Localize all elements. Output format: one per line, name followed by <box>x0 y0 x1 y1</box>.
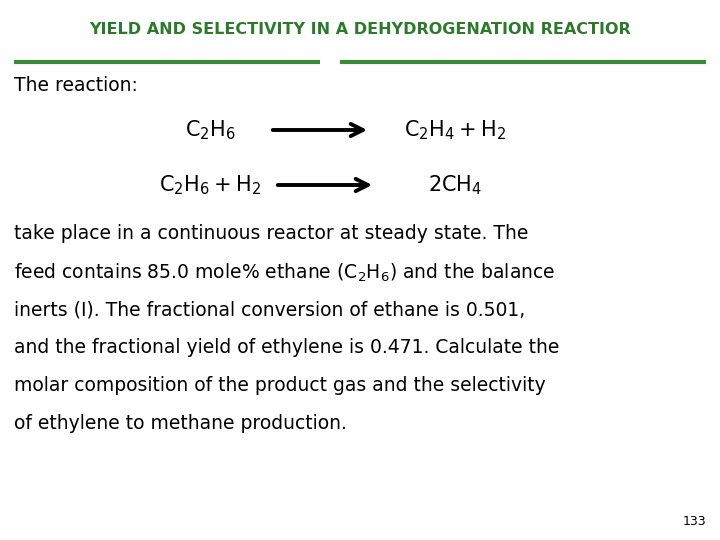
Text: molar composition of the product gas and the selectivity: molar composition of the product gas and… <box>14 376 546 395</box>
Text: $\mathsf{C_2H_4 + H_2}$: $\mathsf{C_2H_4 + H_2}$ <box>404 118 506 142</box>
Text: 133: 133 <box>683 515 706 528</box>
Text: inerts (I). The fractional conversion of ethane is 0.501,: inerts (I). The fractional conversion of… <box>14 300 526 319</box>
Text: take place in a continuous reactor at steady state. The: take place in a continuous reactor at st… <box>14 224 528 243</box>
Text: of ethylene to methane production.: of ethylene to methane production. <box>14 414 347 433</box>
Text: and the fractional yield of ethylene is 0.471. Calculate the: and the fractional yield of ethylene is … <box>14 338 559 357</box>
Text: feed contains 85.0 mole% ethane ($\mathsf{C_2H_6}$) and the balance: feed contains 85.0 mole% ethane ($\maths… <box>14 262 555 284</box>
Text: The reaction:: The reaction: <box>14 76 138 95</box>
Text: $\mathsf{C_2H_6 + H_2}$: $\mathsf{C_2H_6 + H_2}$ <box>159 173 261 197</box>
Text: YIELD AND SELECTIVITY IN A DEHYDROGENATION REACTIOR: YIELD AND SELECTIVITY IN A DEHYDROGENATI… <box>89 22 631 37</box>
Text: $\mathsf{2CH_4}$: $\mathsf{2CH_4}$ <box>428 173 482 197</box>
Text: $\mathsf{C_2H_6}$: $\mathsf{C_2H_6}$ <box>184 118 235 142</box>
